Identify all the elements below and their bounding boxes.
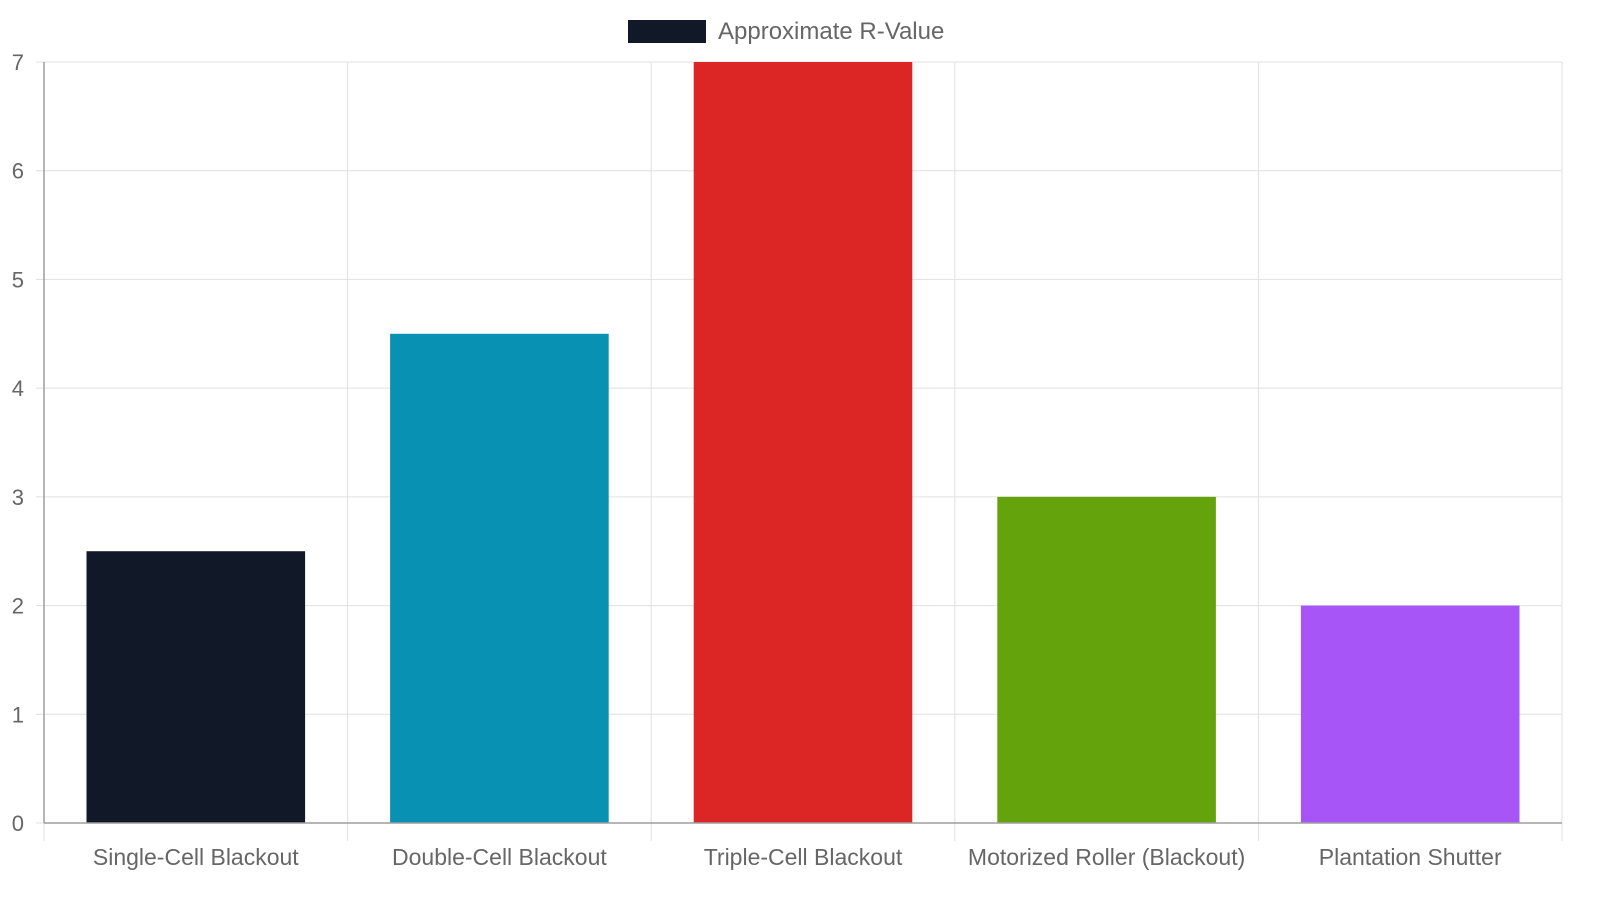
x-tick-label: Single-Cell Blackout	[93, 844, 299, 870]
x-tick-label: Motorized Roller (Blackout)	[968, 844, 1245, 870]
bar-motorized-roller-blackout[interactable]	[997, 496, 1216, 823]
y-tick-label: 6	[12, 159, 24, 184]
y-tick-label: 4	[12, 376, 24, 401]
bar-triple-cell-blackout[interactable]	[693, 62, 913, 823]
y-tick-label: 0	[12, 811, 24, 836]
x-tick-label: Plantation Shutter	[1319, 844, 1502, 870]
legend-swatch	[628, 20, 706, 43]
legend[interactable]: Approximate R-Value	[628, 18, 944, 45]
bar-plantation-shutter[interactable]	[1300, 605, 1520, 823]
bars	[86, 62, 1520, 823]
y-tick-label: 3	[12, 485, 24, 510]
legend-label: Approximate R-Value	[718, 18, 944, 45]
bar-single-cell-blackout[interactable]	[86, 551, 306, 823]
y-tick-label: 5	[12, 267, 24, 292]
x-tick-label: Triple-Cell Blackout	[704, 844, 903, 870]
y-tick-label: 1	[12, 702, 24, 727]
y-tick-label: 2	[12, 594, 24, 619]
axes: 0 1 2 3 4 5 6 7 Single-Cell Blackout Double-Cell …	[12, 50, 1563, 870]
x-tick-label: Double-Cell Blackout	[392, 844, 607, 870]
y-tick-label: 7	[12, 50, 24, 75]
bar-double-cell-blackout[interactable]	[390, 333, 609, 823]
